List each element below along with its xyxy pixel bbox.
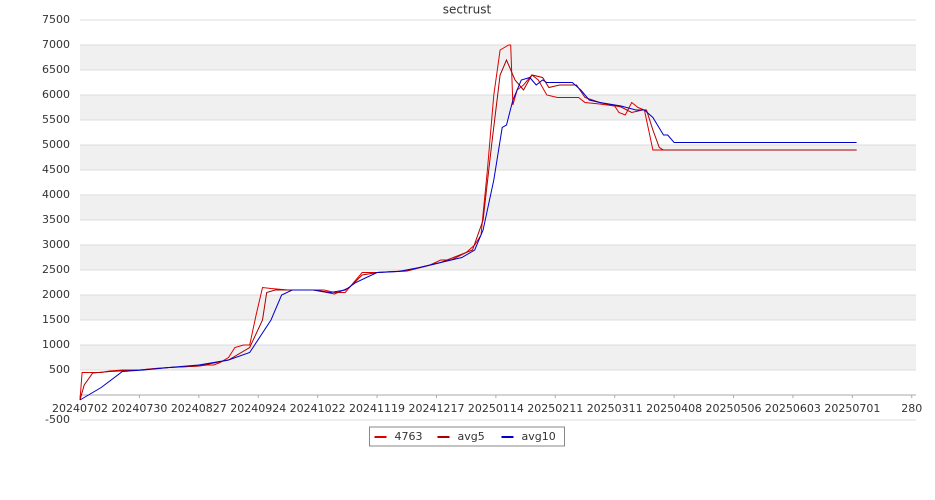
grid-band: [80, 145, 916, 170]
x-tick-label: 20250211: [527, 402, 583, 415]
y-tick-label: 6000: [42, 88, 70, 101]
y-tick-label: 6500: [42, 63, 70, 76]
x-tick-label: 20240924: [230, 402, 286, 415]
series-line: [79, 76, 857, 401]
x-tick-label: 20240702: [52, 402, 108, 415]
y-tick-label: 3000: [42, 238, 70, 251]
y-tick-label: 1000: [42, 338, 70, 351]
x-tick-label: 20240730: [111, 402, 167, 415]
legend-label: avg10: [522, 430, 556, 443]
series-line: [79, 44, 857, 401]
grid-band: [80, 195, 916, 220]
y-tick-label: 500: [49, 363, 70, 376]
y-tick-label: 4000: [42, 188, 70, 201]
x-tick-label: 280: [901, 402, 922, 415]
y-tick-label: 7000: [42, 38, 70, 51]
grid-band: [80, 95, 916, 120]
y-tick-label: 3500: [42, 213, 70, 226]
x-tick-label: 20250114: [468, 402, 524, 415]
x-tick-label: 20250506: [706, 402, 762, 415]
grid-band: [80, 245, 916, 270]
y-tick-label: -500: [45, 413, 70, 426]
y-tick-label: 7500: [42, 13, 70, 26]
x-tick-label: 20250701: [824, 402, 880, 415]
y-tick-label: 5500: [42, 113, 70, 126]
x-tick-label: 20250408: [646, 402, 702, 415]
y-tick-label: 5000: [42, 138, 70, 151]
y-tick-label: 2500: [42, 263, 70, 276]
grid-band: [80, 295, 916, 320]
x-tick-label: 20240827: [171, 402, 227, 415]
chart-title: sectrust: [443, 3, 492, 17]
y-tick-label: 2000: [42, 288, 70, 301]
legend-label: 4763: [395, 430, 423, 443]
x-tick-label: 20241022: [290, 402, 346, 415]
x-tick-label: 20241217: [408, 402, 464, 415]
y-tick-label: 1500: [42, 313, 70, 326]
x-tick-label: 20250311: [587, 402, 643, 415]
legend-box: [369, 426, 565, 447]
legend-label: avg5: [458, 430, 485, 443]
x-tick-label: 20250603: [765, 402, 821, 415]
y-tick-label: 4500: [42, 163, 70, 176]
grid-band: [80, 345, 916, 370]
x-tick-label: 20241119: [349, 402, 405, 415]
